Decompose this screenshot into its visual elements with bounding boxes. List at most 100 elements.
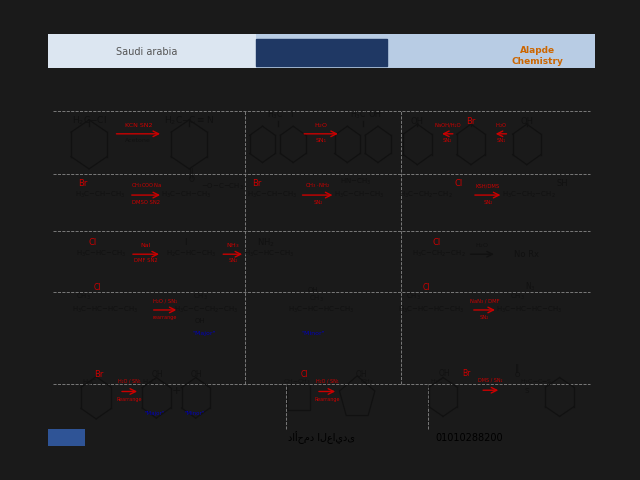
Text: DMF SN2: DMF SN2: [134, 258, 158, 264]
Text: H$_2$O: H$_2$O: [476, 241, 490, 250]
Text: H$_2$C$-$C$\equiv$N: H$_2$C$-$C$\equiv$N: [164, 115, 214, 127]
Text: H$_2$C$-$Cl: H$_2$C$-$Cl: [72, 115, 106, 127]
Text: CH$_3$: CH$_3$: [193, 291, 207, 301]
Text: H₂O / SN₁: H₂O / SN₁: [153, 298, 177, 303]
Text: NH$_2$: NH$_2$: [257, 236, 275, 249]
Text: H$_3$C$-$CH$-$CH$_3$: H$_3$C$-$CH$-$CH$_3$: [247, 190, 298, 200]
Text: HN$-$CH$_3$: HN$-$CH$_3$: [340, 177, 371, 187]
Text: Saudi arabia: Saudi arabia: [116, 48, 177, 57]
Text: "Minor": "Minor": [184, 411, 205, 416]
Text: ‖: ‖: [515, 364, 520, 373]
Text: OH: OH: [308, 287, 319, 293]
Text: rearrange: rearrange: [153, 315, 177, 320]
Text: H$_3$C: H$_3$C: [267, 108, 284, 121]
Text: H$_3$C$-$CH$-$CH$_3$: H$_3$C$-$CH$-$CH$_3$: [161, 190, 211, 200]
Text: Br: Br: [78, 179, 87, 188]
Text: H$_3$C$-$CH$-$CH$_3$: H$_3$C$-$CH$-$CH$_3$: [333, 190, 384, 200]
Text: I: I: [184, 238, 188, 247]
Text: NaN₃ / DMF: NaN₃ / DMF: [470, 298, 499, 303]
Text: H$_3$C$-$CH$_2$$-$CH$_2$: H$_3$C$-$CH$_2$$-$CH$_2$: [412, 249, 466, 259]
Text: +: +: [172, 386, 181, 396]
Text: CH$-$CH$_3$: CH$-$CH$_3$: [283, 377, 311, 386]
Text: S: S: [524, 388, 529, 395]
Text: OH: OH: [195, 318, 205, 324]
Text: NH$_3$: NH$_3$: [226, 241, 240, 250]
Text: Acetone: Acetone: [125, 138, 151, 143]
Text: SN₁: SN₁: [316, 138, 326, 143]
Text: H$_3$C$-$C$-$CH$_2$$-$CH$_3$: H$_3$C$-$C$-$CH$_2$$-$CH$_3$: [175, 305, 239, 315]
Text: CH$_3\cdot$NH$_2$: CH$_3\cdot$NH$_2$: [305, 181, 331, 190]
Text: Cl: Cl: [300, 370, 308, 379]
Text: "Major": "Major": [145, 411, 165, 416]
Text: NaI: NaI: [141, 243, 151, 248]
Text: H$_2$C$-$HC$-$CH$_3$: H$_2$C$-$HC$-$CH$_3$: [166, 249, 216, 259]
Text: CH$_3$: CH$_3$: [308, 293, 324, 304]
Text: "Major": "Major": [192, 331, 216, 336]
Text: H$_3$C: H$_3$C: [141, 378, 157, 388]
Text: O: O: [515, 372, 520, 378]
Text: Cl: Cl: [423, 283, 431, 292]
Text: OH: OH: [438, 369, 450, 378]
Text: داأحمد العايدى: داأحمد العايدى: [288, 431, 355, 444]
Text: OH: OH: [411, 117, 424, 126]
Text: I: I: [291, 110, 292, 120]
Text: DMS / SN₂: DMS / SN₂: [479, 378, 503, 383]
Text: CH$_3$: CH$_3$: [76, 291, 91, 301]
Text: Rearrange: Rearrange: [116, 397, 142, 402]
Text: 01010288200: 01010288200: [436, 432, 503, 443]
Text: CH$_3$: CH$_3$: [406, 291, 421, 301]
Text: Br: Br: [94, 370, 104, 379]
Text: Br: Br: [252, 179, 262, 188]
Text: 2: 2: [62, 431, 71, 444]
Text: H$_3$C$-$CH$_2$$-$CH$_2$: H$_3$C$-$CH$_2$$-$CH$_2$: [399, 190, 452, 200]
Text: OH: OH: [520, 117, 533, 126]
Text: H$_3$C$-$HC$-$CH$_3$: H$_3$C$-$HC$-$CH$_3$: [244, 249, 295, 259]
Text: H$_3$C: H$_3$C: [429, 377, 444, 386]
Text: NaOH/H₂O: NaOH/H₂O: [434, 123, 461, 128]
Text: SN₁: SN₁: [497, 138, 506, 143]
Text: H$_3$C$-$HC$-$HC$-$CH$_3$: H$_3$C$-$HC$-$HC$-$CH$_3$: [497, 305, 563, 315]
Text: Br: Br: [463, 369, 471, 378]
Text: Chemistry: Chemistry: [512, 57, 564, 66]
Text: H$_3$C$-$C$-$S$\;$: H$_3$C$-$C$-$S$\;$: [520, 377, 552, 386]
Text: "Minor": "Minor": [301, 331, 325, 336]
Text: Br: Br: [467, 117, 476, 126]
Text: OH: OH: [191, 370, 203, 379]
Text: KSH/DMS: KSH/DMS: [476, 183, 500, 188]
Text: Examples: Examples: [292, 48, 351, 58]
Text: H$_3$C$-$HC$-$HC$-$CH$_3$: H$_3$C$-$HC$-$HC$-$CH$_3$: [398, 305, 464, 315]
Text: Cl: Cl: [93, 283, 101, 292]
Text: H$_3$C$-$HC$-$HC$-$CH$_3$: H$_3$C$-$HC$-$HC$-$CH$_3$: [72, 305, 139, 315]
Text: SN₂: SN₂: [480, 315, 490, 320]
Text: ‖: ‖: [189, 168, 194, 178]
Text: H$_3$C$-$CH$-$CH$_3$: H$_3$C$-$CH$-$CH$_3$: [75, 190, 125, 200]
Text: OH: OH: [152, 370, 163, 379]
Text: Cl: Cl: [454, 179, 463, 188]
Text: H$_3$C$-$HC$-$HC$-$CH$_3$: H$_3$C$-$HC$-$HC$-$CH$_3$: [289, 305, 355, 315]
Text: CH$_3$: CH$_3$: [510, 291, 525, 301]
Text: OH: OH: [368, 110, 381, 120]
FancyBboxPatch shape: [256, 34, 595, 68]
Text: CH$_3$: CH$_3$: [360, 377, 373, 386]
FancyBboxPatch shape: [256, 39, 387, 66]
Text: H$_2$O: H$_2$O: [314, 121, 328, 130]
Text: N$_3$: N$_3$: [525, 281, 536, 293]
Text: $-$O$-$C$-$CH$_3$: $-$O$-$C$-$CH$_3$: [201, 181, 244, 192]
Text: SH: SH: [557, 179, 568, 188]
Text: H$_2$O: H$_2$O: [495, 121, 508, 130]
Text: No Rx: No Rx: [515, 250, 540, 259]
Text: SN₂: SN₂: [313, 200, 323, 205]
Text: H₂O / SN₁: H₂O / SN₁: [316, 378, 339, 384]
Text: DMSO SN2: DMSO SN2: [132, 200, 160, 205]
Text: CH$_3$COONa: CH$_3$COONa: [131, 181, 161, 190]
Text: O: O: [188, 175, 195, 183]
Text: Cl: Cl: [433, 238, 440, 247]
FancyBboxPatch shape: [48, 429, 85, 446]
Text: H₂O / SN₁: H₂O / SN₁: [118, 378, 141, 384]
Text: OH: OH: [355, 370, 367, 379]
Text: SN₂: SN₂: [443, 138, 452, 143]
FancyBboxPatch shape: [48, 34, 256, 68]
Text: SN₂: SN₂: [228, 258, 237, 264]
Text: Alapde: Alapde: [520, 46, 556, 55]
Text: H$_3$C: H$_3$C: [81, 378, 97, 388]
